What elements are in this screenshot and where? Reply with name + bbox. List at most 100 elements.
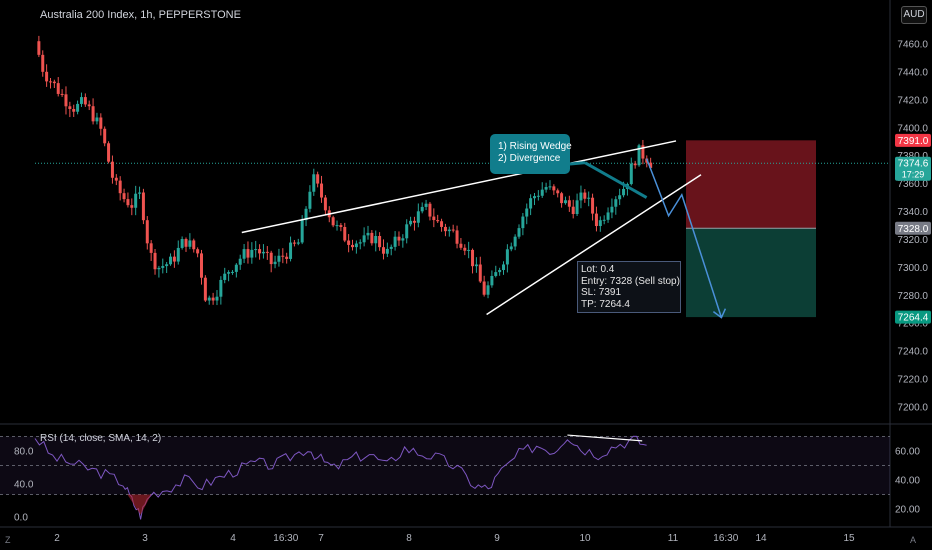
candle-body	[362, 235, 366, 243]
candle-body	[126, 199, 130, 206]
candle-body	[219, 279, 223, 297]
candle-body	[172, 256, 176, 262]
candle-body	[432, 216, 436, 221]
candle-body	[602, 219, 606, 221]
candle-body	[622, 188, 626, 196]
candle-body	[308, 191, 312, 209]
candle-body	[180, 239, 184, 248]
candle-body	[242, 249, 246, 259]
candle-body	[420, 206, 424, 212]
price-tick-label: 7260.0	[897, 319, 928, 330]
candle-body	[296, 242, 300, 244]
candle-body	[478, 264, 482, 282]
auto-scale-icon[interactable]: A	[910, 535, 917, 545]
price-label-box	[895, 310, 931, 324]
candle-body	[192, 240, 196, 250]
candle-body	[161, 266, 165, 268]
candle-body	[64, 94, 68, 107]
candle-body	[447, 229, 451, 232]
candle-body	[312, 174, 316, 192]
rsi-divergence-line	[567, 434, 643, 442]
candle-body	[184, 239, 188, 247]
candle-body	[196, 249, 200, 254]
candle-body	[424, 203, 428, 207]
candle-body	[567, 200, 571, 207]
candle-body	[579, 192, 583, 201]
rsi-title: RSI (14, close, SMA, 14, 2)	[40, 433, 162, 444]
candle-body	[513, 236, 517, 247]
trade-note[interactable]: Lot: 0.4 Entry: 7328 (Sell stop) SL: 739…	[577, 261, 681, 313]
price-tick-label: 7280.0	[897, 291, 928, 302]
candle-body	[505, 249, 509, 265]
candle-body	[428, 203, 432, 217]
candle-body	[440, 221, 444, 227]
time-tick-label: 15	[843, 533, 855, 544]
candle-body	[176, 247, 180, 262]
candle-body	[409, 220, 413, 225]
candle-body	[560, 193, 564, 204]
rsi-line	[34, 435, 647, 520]
price-label-text: 7264.4	[898, 313, 929, 324]
price-label-box	[895, 156, 931, 181]
candle-body	[443, 226, 447, 232]
price-label-text: 7374.6	[898, 159, 929, 170]
wedge-lower-line	[486, 174, 702, 316]
candle-body	[215, 296, 219, 301]
candle-body	[304, 208, 308, 221]
candle-body	[199, 253, 203, 278]
candle-body	[393, 236, 397, 247]
candle-body	[556, 190, 560, 194]
candle-body	[285, 256, 289, 259]
candle-body	[525, 208, 529, 217]
candle-body	[575, 200, 579, 215]
candle-body	[230, 271, 234, 273]
pattern-callout[interactable]: 1) Rising Wedge 2) Divergence	[490, 134, 572, 174]
candle-body	[316, 174, 320, 184]
rsi-left-tick: 0.0	[14, 513, 28, 524]
candle-body	[227, 272, 231, 274]
candle-body	[351, 244, 355, 248]
candle-body	[498, 270, 502, 273]
currency-button[interactable]: AUD	[901, 6, 927, 24]
candle-body	[246, 249, 250, 258]
candle-body	[103, 128, 107, 144]
candle-body	[459, 243, 463, 248]
price-tick-label: 7320.0	[897, 235, 928, 246]
candle-body	[467, 249, 471, 251]
candle-body	[347, 240, 351, 245]
candle-body	[79, 97, 83, 104]
candle-body	[385, 248, 389, 254]
candle-body	[358, 242, 362, 244]
candle-body	[509, 246, 513, 250]
time-tick-label: 9	[494, 533, 500, 544]
price-tick-label: 7340.0	[897, 207, 928, 218]
price-tick-label: 7240.0	[897, 347, 928, 358]
candle-body	[41, 54, 45, 72]
price-tick-label: 7220.0	[897, 375, 928, 386]
candle-body	[552, 186, 556, 191]
wedge-upper-line	[241, 140, 677, 234]
stop-loss-zone	[686, 140, 816, 229]
candle-body	[107, 143, 111, 162]
candle-body	[273, 261, 277, 265]
candle-body	[405, 224, 409, 239]
candle-body	[548, 186, 552, 188]
candle-body	[99, 117, 103, 129]
price-tick-label: 7380.0	[897, 151, 928, 162]
timezone-icon[interactable]: Z	[5, 535, 11, 545]
candle-body	[343, 226, 347, 241]
candle-body	[583, 192, 587, 199]
candle-body	[637, 145, 641, 166]
candle-body	[401, 238, 405, 241]
candle-body	[165, 264, 169, 267]
candle-body	[72, 108, 76, 112]
time-tick-label: 4	[230, 533, 236, 544]
candle-body	[482, 281, 486, 295]
time-tick-label: 14	[755, 533, 767, 544]
price-label-box	[895, 133, 931, 147]
candle-body	[381, 247, 385, 254]
candle-body	[37, 41, 41, 55]
time-tick-label: 16:30	[713, 533, 738, 544]
candle-body	[455, 230, 459, 244]
